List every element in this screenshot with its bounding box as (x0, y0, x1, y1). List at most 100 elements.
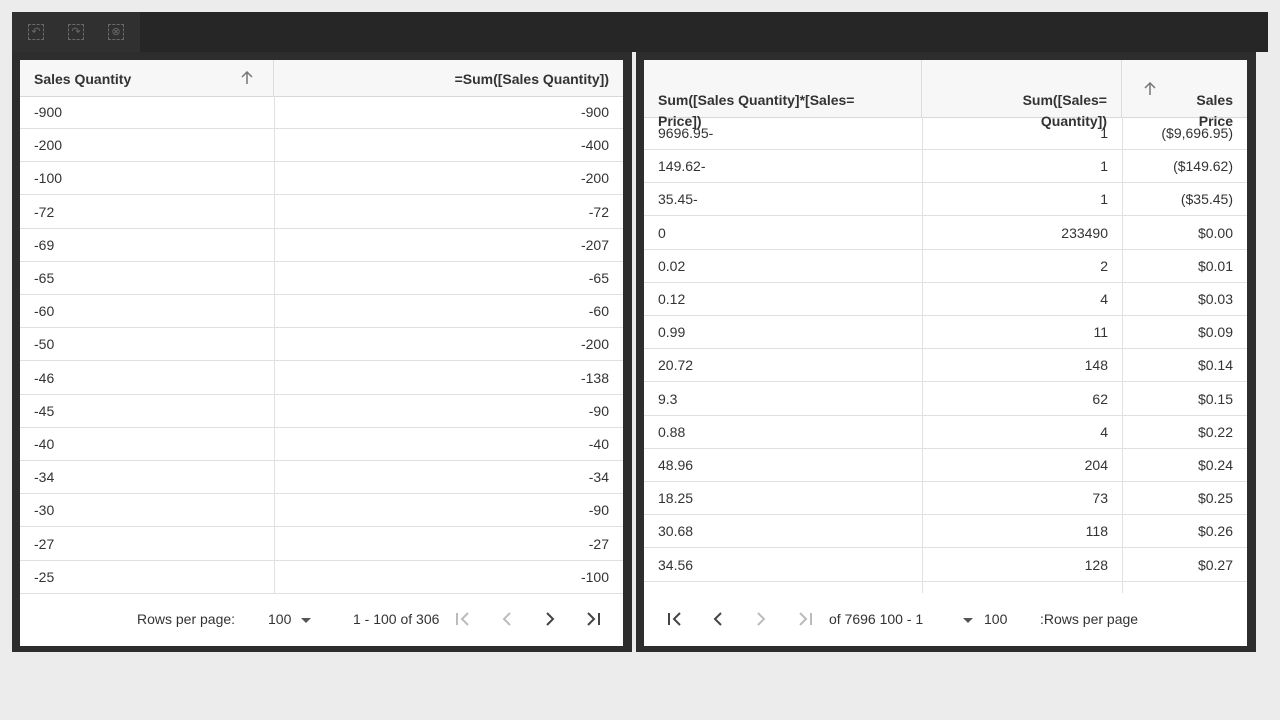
table-cell[interactable]: -65 (588, 270, 609, 286)
table-cell[interactable]: 4 (1100, 291, 1108, 307)
column-header-sales-quantity[interactable]: Sales Quantity (20, 60, 274, 96)
table-cell[interactable]: 1 (1100, 158, 1108, 175)
table-row[interactable]: 149.62- 1 ($149.62) (644, 150, 1247, 184)
table-cell[interactable]: 2 (1100, 257, 1108, 274)
table-cell[interactable]: 9.3 (658, 390, 678, 407)
table-cell[interactable]: $0.09 (1197, 324, 1233, 341)
table-row[interactable]: -72 -72 (20, 196, 623, 229)
first-page-icon[interactable] (665, 609, 685, 629)
table-row[interactable]: 0 233490 $0.00 (644, 217, 1247, 250)
table-cell[interactable]: 34.56 (658, 556, 694, 573)
table-cell[interactable]: -34 (588, 469, 609, 486)
table-cell[interactable]: -100 (34, 170, 63, 187)
table-cell[interactable]: 11 (1093, 324, 1108, 341)
table-cell[interactable]: -72 (34, 203, 55, 220)
table-cell[interactable]: 0.88 (658, 423, 686, 440)
table-cell[interactable]: -90 (588, 402, 609, 419)
table-cell[interactable]: 118 (1085, 523, 1108, 540)
table-row[interactable]: 34.56 128 $0.27 (644, 549, 1247, 582)
table-cell[interactable]: 128 (1084, 556, 1108, 573)
table-cell[interactable]: -400 (580, 137, 609, 154)
table-row[interactable]: -27 -27 (20, 528, 623, 561)
last-page-icon[interactable] (795, 609, 815, 629)
table-cell[interactable]: -60 (588, 303, 609, 320)
table-cell[interactable]: 4 (1100, 423, 1108, 440)
first-page-icon[interactable] (453, 609, 473, 629)
table-cell[interactable]: 73 (1092, 490, 1108, 507)
table-cell[interactable]: -200 (34, 137, 63, 154)
table-row[interactable]: -45 -90 (20, 395, 623, 428)
table-row[interactable]: 0.12 4 $0.03 (644, 283, 1247, 316)
table-cell[interactable]: $0.15 (1197, 390, 1233, 407)
table-cell[interactable]: -30 (34, 502, 55, 519)
table-row[interactable]: -69 -207 (20, 229, 623, 262)
table-row[interactable]: 20.72 148 $0.14 (644, 349, 1247, 383)
chevron-down-icon[interactable] (301, 618, 311, 623)
table-cell[interactable]: ($35.45) (1180, 191, 1233, 208)
table-cell[interactable]: -72 (588, 203, 609, 220)
table-cell[interactable]: 0.12 (658, 291, 686, 307)
table-cell[interactable]: 204 (1084, 457, 1108, 473)
table-cell[interactable]: -90 (588, 502, 609, 519)
rows-per-page-select[interactable]: 100 (268, 611, 292, 627)
column-header-sum-sales-quantity[interactable]: Sum([Sales= Quantity]) (922, 60, 1122, 129)
table-cell[interactable]: -200 (580, 170, 609, 187)
table-cell[interactable]: -45 (34, 402, 55, 419)
table-cell[interactable]: 35.45- (658, 191, 698, 208)
table-row[interactable]: 30.68 118 $0.26 (644, 515, 1247, 549)
table-row[interactable]: -40 -40 (20, 428, 623, 461)
next-page-icon[interactable] (751, 609, 771, 629)
table-cell[interactable]: $0.22 (1197, 423, 1233, 440)
table-cell[interactable]: -138 (580, 369, 609, 386)
table-cell[interactable]: 20.72 (658, 357, 694, 374)
table-row[interactable]: 0.02 2 $0.01 (644, 250, 1247, 283)
table-cell[interactable]: -40 (588, 436, 609, 452)
table-row[interactable]: -65 -65 (20, 262, 623, 295)
chevron-down-icon[interactable] (963, 618, 973, 623)
table-cell[interactable]: 18.25 (658, 490, 694, 507)
table-cell[interactable]: -40 (34, 436, 55, 452)
table-cell[interactable]: ($9,696.95) (1161, 125, 1233, 141)
previous-page-icon[interactable] (497, 609, 517, 629)
table-cell[interactable]: -900 (580, 104, 609, 120)
table-row[interactable]: -30 -90 (20, 494, 623, 528)
table-cell[interactable]: -900 (34, 104, 63, 120)
table-cell[interactable]: 149.62- (658, 158, 706, 175)
table-row[interactable]: -46 -138 (20, 362, 623, 395)
column-header-sales-price[interactable]: Sales Price (1122, 60, 1247, 129)
table-cell[interactable]: 9696.95- (658, 125, 714, 141)
table-cell[interactable]: 30.68 (658, 523, 694, 540)
sort-ascending-icon[interactable] (1143, 82, 1157, 96)
table-row[interactable]: 0.88 4 $0.22 (644, 416, 1247, 449)
table-row[interactable]: 48.96 204 $0.24 (644, 449, 1247, 482)
table-cell[interactable]: -65 (34, 270, 55, 286)
table-cell[interactable]: -27 (34, 535, 55, 552)
previous-page-icon[interactable] (708, 609, 728, 629)
table-cell[interactable]: $0.25 (1197, 490, 1233, 507)
table-cell[interactable]: 0 (658, 224, 666, 241)
table-cell[interactable]: 0.02 (658, 257, 686, 274)
table-row[interactable]: -34 -34 (20, 461, 623, 495)
table-cell[interactable]: -50 (34, 336, 55, 353)
table-cell[interactable]: $0.24 (1197, 457, 1233, 473)
table-row[interactable]: -100 -200 (20, 162, 623, 196)
table-row[interactable]: -50 -200 (20, 328, 623, 362)
last-page-icon[interactable] (583, 609, 603, 629)
table-cell[interactable]: $0.14 (1197, 357, 1233, 374)
rows-per-page-select[interactable]: 100 (984, 611, 1008, 627)
table-row[interactable]: 9.3 62 $0.15 (644, 383, 1247, 416)
undo-icon[interactable]: ↶ (28, 24, 44, 40)
table-cell[interactable]: -46 (34, 369, 55, 386)
table-cell[interactable]: 148 (1084, 357, 1108, 374)
table-row[interactable]: 35.45- 1 ($35.45) (644, 183, 1247, 217)
table-cell[interactable]: -200 (580, 336, 609, 353)
table-row[interactable]: 18.25 73 $0.25 (644, 482, 1247, 516)
table-cell[interactable]: 1 (1100, 191, 1108, 208)
sort-ascending-icon[interactable] (240, 71, 254, 85)
table-row[interactable]: 9696.95- 1 ($9,696.95) (644, 117, 1247, 150)
table-cell[interactable]: -69 (34, 236, 55, 253)
column-header-sum-sales-quantity[interactable]: =Sum([Sales Quantity]) (274, 60, 623, 96)
table-cell[interactable]: -207 (580, 236, 609, 253)
table-cell[interactable]: $0.26 (1197, 523, 1233, 540)
next-page-icon[interactable] (540, 609, 560, 629)
